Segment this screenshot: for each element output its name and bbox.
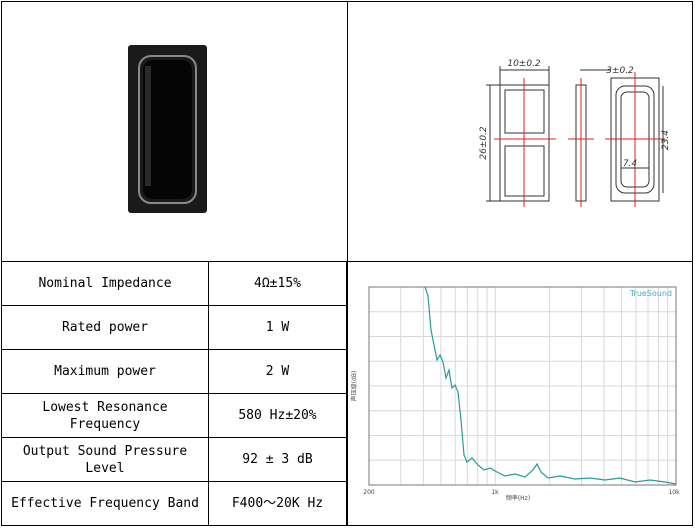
dim-label: 7.4 bbox=[623, 159, 638, 169]
response-curve bbox=[424, 286, 677, 485]
x-tick-label: 200 bbox=[363, 489, 375, 496]
spec-table: Nominal Impedance 4Ω±15% Rated power 1 W M… bbox=[1, 261, 347, 526]
spec-value: 1 W bbox=[208, 305, 347, 350]
spec-value: 580 Hz±20% bbox=[208, 393, 347, 438]
spec-value: F400～20K Hz bbox=[208, 481, 347, 526]
x-axis-label: 频率(Hz) bbox=[506, 494, 530, 502]
spec-value: 2 W bbox=[208, 349, 347, 394]
spec-row: Maximum power 2 W bbox=[1, 349, 347, 394]
x-tick-label: 1k bbox=[491, 489, 499, 496]
spec-name: Output Sound Pressure Level bbox=[1, 437, 209, 482]
dim-label: 3±0.2 bbox=[606, 66, 634, 76]
chart-cell bbox=[347, 261, 693, 526]
dim-label: 23.4 bbox=[661, 130, 671, 150]
y-axis-label: 声压级(dB) bbox=[350, 371, 358, 402]
spec-row: Lowest Resonance Frequency 580 Hz±20% bbox=[1, 393, 347, 438]
spec-name: Effective Frequency Band bbox=[1, 481, 209, 526]
dimension-drawing bbox=[486, 66, 665, 207]
spec-name: Nominal Impedance bbox=[1, 261, 209, 306]
dim-label: 26±0.2 bbox=[479, 126, 489, 160]
spec-value: 92 ± 3 dB bbox=[208, 437, 347, 482]
spec-row: Effective Frequency Band F400～20K Hz bbox=[1, 481, 347, 526]
watermark: TrueSound bbox=[629, 289, 672, 298]
spec-row: Rated power 1 W bbox=[1, 305, 347, 350]
x-tick-label: 10k bbox=[668, 489, 680, 496]
spec-row: Nominal Impedance 4Ω±15% bbox=[1, 261, 347, 306]
speaker-photo bbox=[128, 45, 207, 213]
spec-name: Maximum power bbox=[1, 349, 209, 394]
dim-label: 10±0.2 bbox=[507, 59, 541, 69]
spec-value: 4Ω±15% bbox=[208, 261, 347, 306]
spec-name: Rated power bbox=[1, 305, 209, 350]
spec-name: Lowest Resonance Frequency bbox=[1, 393, 209, 438]
dimension-labels: 10±0.2 26±0.2 3±0.2 23.4 7.4 bbox=[479, 59, 671, 169]
response-chart: TrueSound 200 1k 10k 频率(Hz) 声压级(dB) bbox=[350, 286, 680, 502]
spec-row: Output Sound Pressure Level 92 ± 3 dB bbox=[1, 437, 347, 482]
